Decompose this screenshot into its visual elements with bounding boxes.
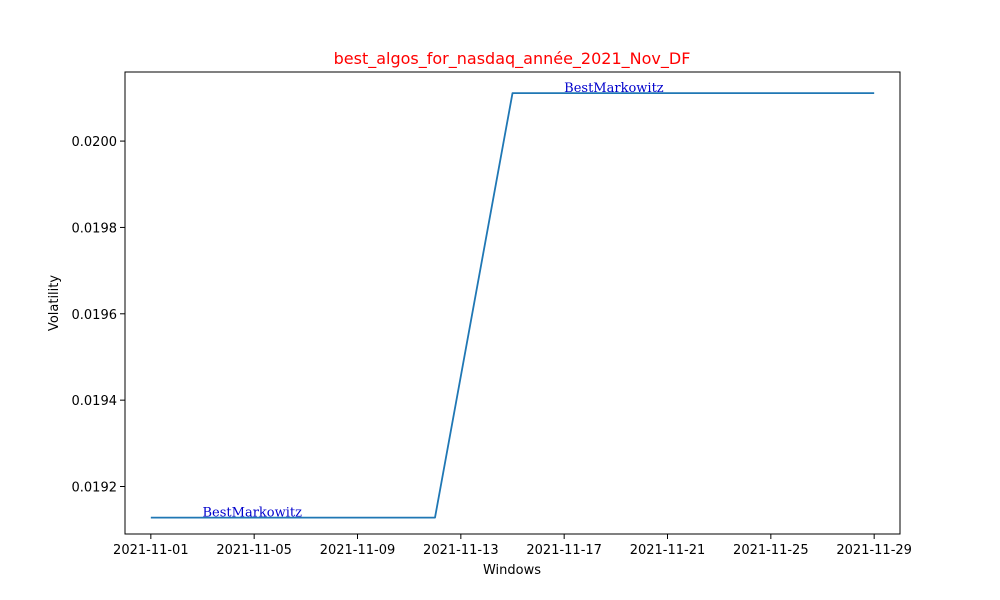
annotation-label: BestMarkowitz — [564, 81, 664, 96]
y-tick-label: 0.0200 — [72, 135, 118, 150]
y-tick-label: 0.0198 — [72, 221, 118, 236]
y-tick-label: 0.0196 — [72, 308, 118, 323]
x-tick-label: 2021-11-13 — [423, 543, 499, 558]
x-tick-label: 2021-11-05 — [216, 543, 292, 558]
x-tick-label: 2021-11-25 — [733, 543, 809, 558]
y-tick-label: 0.0192 — [72, 481, 118, 496]
x-tick-label: 2021-11-21 — [630, 543, 706, 558]
series-line-0 — [150, 92, 875, 519]
x-tick-label: 2021-11-17 — [526, 543, 602, 558]
chart-title: best_algos_for_nasdaq_année_2021_Nov_DF — [334, 49, 691, 69]
x-tick-label: 2021-11-29 — [836, 543, 912, 558]
x-axis-label: Windows — [483, 563, 541, 578]
y-axis-label: Volatility — [47, 275, 62, 331]
x-tick-label: 2021-11-01 — [113, 543, 189, 558]
y-tick-label: 0.0194 — [72, 394, 118, 409]
annotation-label: BestMarkowitz — [203, 506, 303, 521]
plot-frame — [124, 71, 901, 535]
x-tick-label: 2021-11-09 — [320, 543, 396, 558]
